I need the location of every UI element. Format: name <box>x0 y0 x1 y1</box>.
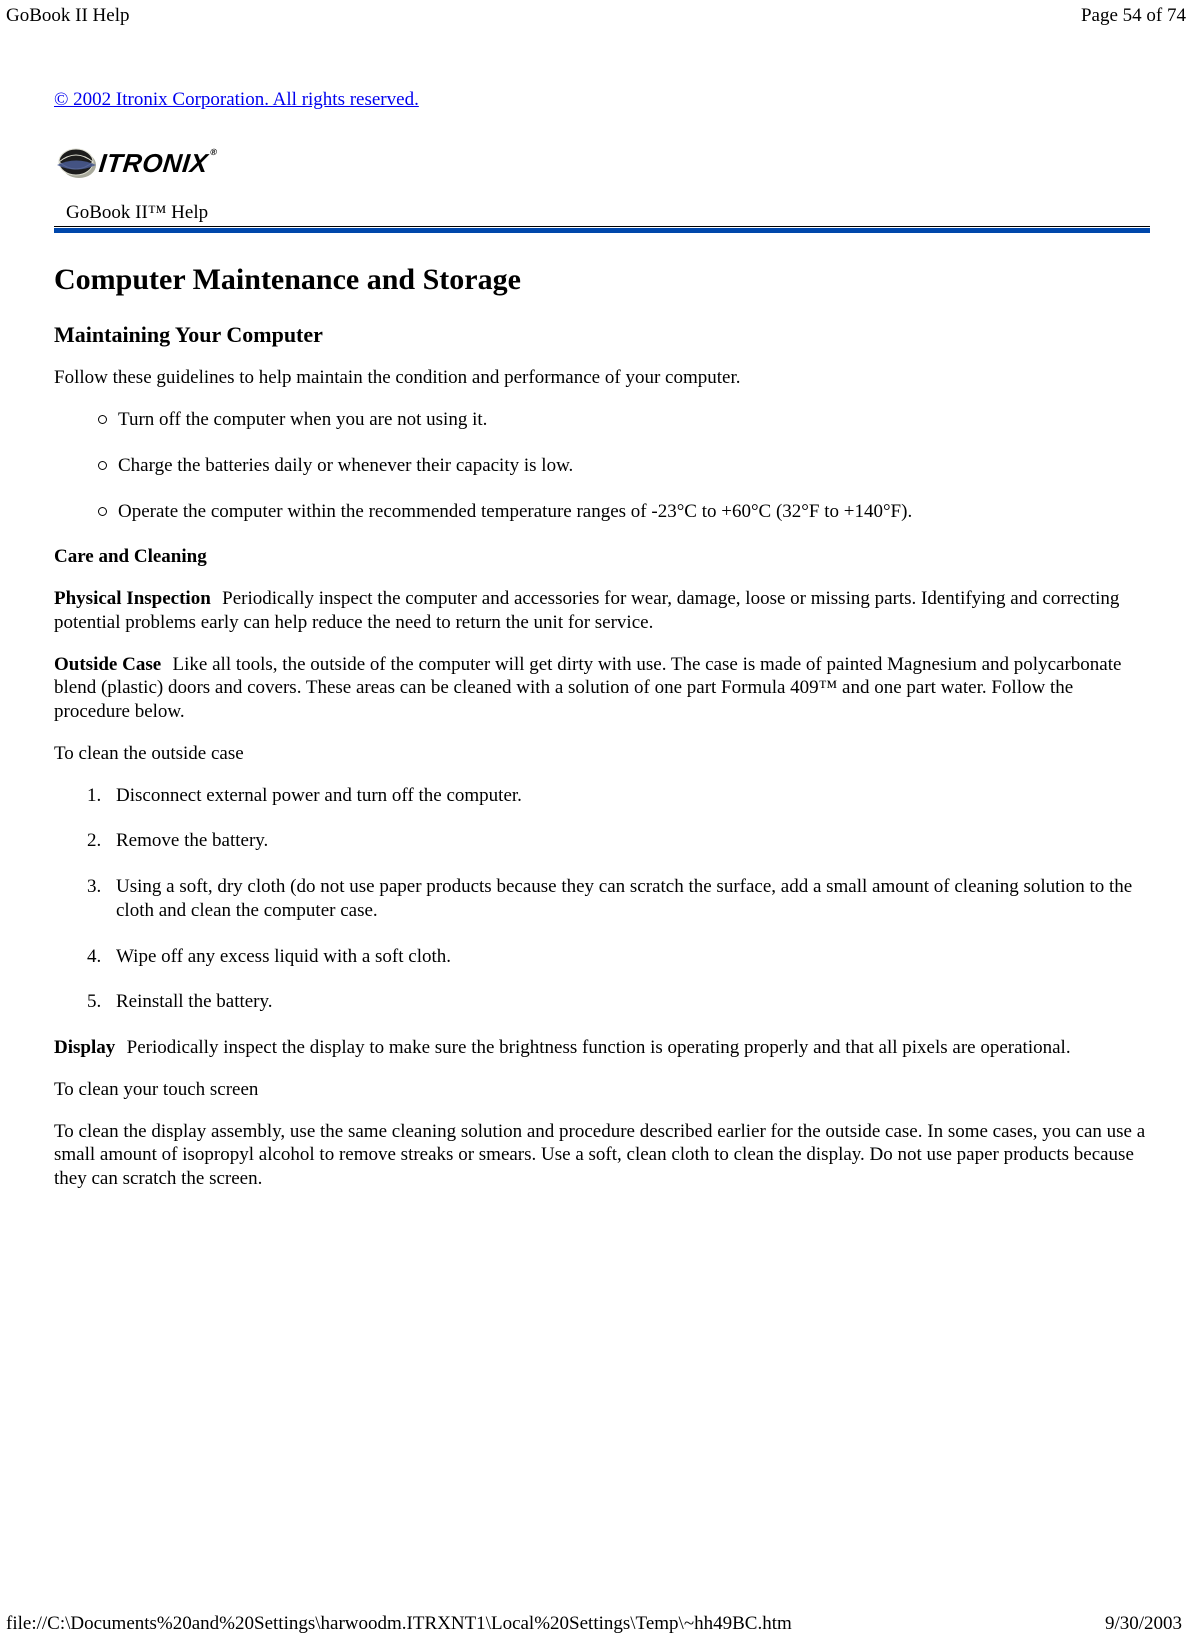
intro-para: Follow these guidelines to help maintain… <box>54 366 1150 390</box>
brand-logo: ITRONIX® <box>54 142 216 186</box>
clean-case-steps: Disconnect external power and turn off t… <box>54 784 1150 1015</box>
file-date: 9/30/2003 <box>1105 1612 1182 1636</box>
page-content: © 2002 Itronix Corporation. All rights r… <box>54 86 1150 1209</box>
runin-label: Display <box>54 1037 115 1058</box>
viewer-footer: file://C:\Documents%20and%20Settings\har… <box>0 1612 1200 1636</box>
section-heading-maintaining: Maintaining Your Computer <box>54 321 1150 349</box>
section-heading-care: Care and Cleaning <box>54 545 1150 569</box>
body-text: Periodically inspect the display to make… <box>127 1037 1071 1058</box>
touch-lead: To clean your touch screen <box>54 1078 1150 1102</box>
runin-label: Outside Case <box>54 654 161 675</box>
list-item: Remove the battery. <box>106 829 1150 853</box>
brand-text: ITRONIX <box>97 148 209 178</box>
body-text: Like all tools, the outside of the compu… <box>54 654 1121 723</box>
list-item: Wipe off any excess liquid with a soft c… <box>106 945 1150 969</box>
body-text: Periodically inspect the computer and ac… <box>54 588 1119 633</box>
outside-case-lead: To clean the outside case <box>54 742 1150 766</box>
list-item: Turn off the computer when you are not u… <box>98 408 1150 432</box>
doc-title: GoBook II Help <box>6 4 129 28</box>
file-path: file://C:\Documents%20and%20Settings\har… <box>6 1612 792 1636</box>
brand-caption: GoBook II™ Help <box>66 201 1150 225</box>
brand-banner: ITRONIX® GoBook II™ Help <box>54 142 1150 234</box>
list-item: Reinstall the battery. <box>106 990 1150 1014</box>
globe-icon <box>56 146 98 180</box>
copyright-link[interactable]: © 2002 Itronix Corporation. All rights r… <box>54 89 419 110</box>
outside-case-para: Outside CaseLike all tools, the outside … <box>54 653 1150 724</box>
display-para: Display Periodically inspect the display … <box>54 1036 1150 1060</box>
brand-tm: ® <box>210 147 218 157</box>
physical-inspection-para: Physical InspectionPeriodically inspect … <box>54 587 1150 635</box>
page-title: Computer Maintenance and Storage <box>54 261 1150 299</box>
list-item: Using a soft, dry cloth (do not use pape… <box>106 875 1150 923</box>
touch-body: To clean the display assembly, use the s… <box>54 1120 1150 1191</box>
brand-wordmark: ITRONIX® <box>97 147 218 180</box>
viewer-header: GoBook II Help Page 54 of 74 <box>0 0 1200 28</box>
list-item: Disconnect external power and turn off t… <box>106 784 1150 808</box>
list-item: Operate the computer within the recommen… <box>98 500 1150 524</box>
maintenance-bullets: Turn off the computer when you are not u… <box>54 408 1150 523</box>
banner-rule <box>54 226 1150 233</box>
list-item: Charge the batteries daily or whenever t… <box>98 454 1150 478</box>
runin-label: Physical Inspection <box>54 588 211 609</box>
page-indicator: Page 54 of 74 <box>1081 4 1186 28</box>
